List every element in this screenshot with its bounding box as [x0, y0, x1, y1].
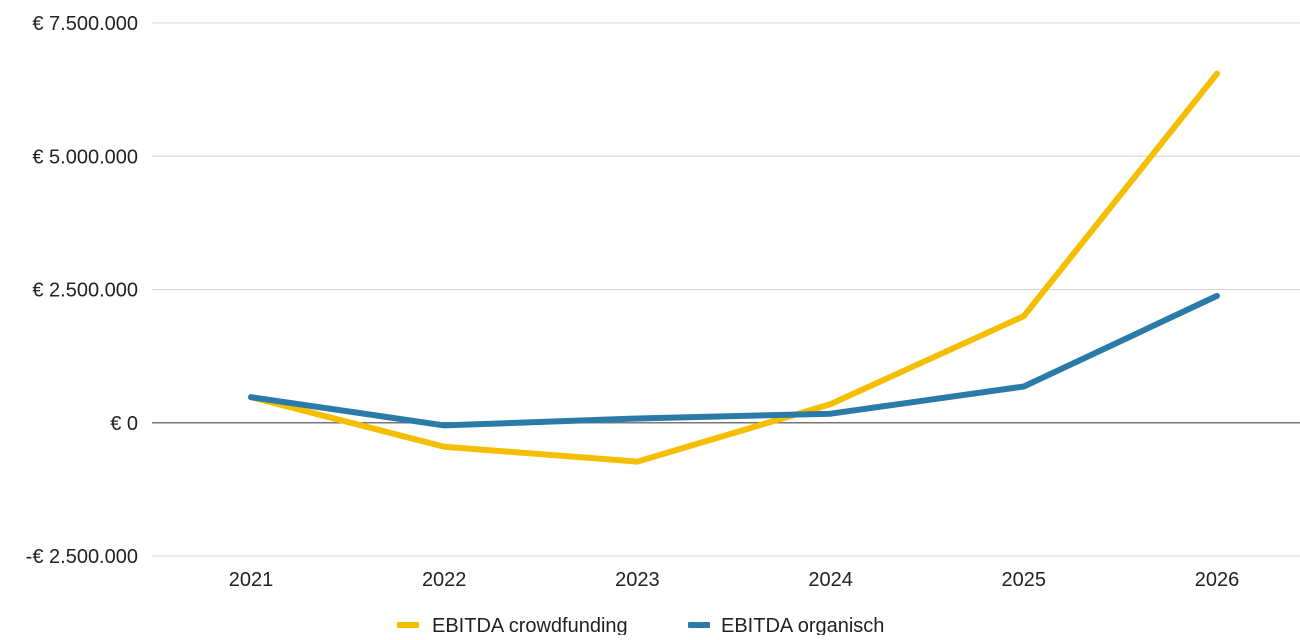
legend: EBITDA crowdfunding EBITDA organisch: [397, 615, 884, 635]
series-line-crowdfunding: [251, 74, 1217, 462]
legend-swatch: [688, 622, 710, 628]
x-tick-label: 2021: [229, 569, 274, 591]
series-layer: [251, 74, 1217, 462]
axis-layer: -€ 2.500.000 € 0 € 2.500.000 € 5.000.000 € 7…: [26, 13, 1240, 591]
y-tick-label: € 5.000.000: [32, 146, 138, 168]
legend-label: EBITDA crowdfunding: [432, 615, 628, 635]
grid-layer: [152, 23, 1300, 556]
y-tick-label: -€ 2.500.000: [26, 546, 138, 568]
x-tick-label: 2026: [1195, 569, 1240, 591]
legend-label: EBITDA organisch: [721, 615, 884, 635]
y-tick-label: € 2.500.000: [32, 280, 138, 302]
x-tick-label: 2022: [422, 569, 467, 591]
x-tick-label: 2025: [1002, 569, 1047, 591]
y-tick-label: € 7.500.000: [32, 13, 138, 35]
legend-swatch: [397, 622, 419, 628]
y-tick-label: € 0: [110, 413, 138, 435]
x-tick-label: 2024: [808, 569, 853, 591]
x-tick-label: 2023: [615, 569, 660, 591]
series-line-organisch: [251, 296, 1217, 426]
